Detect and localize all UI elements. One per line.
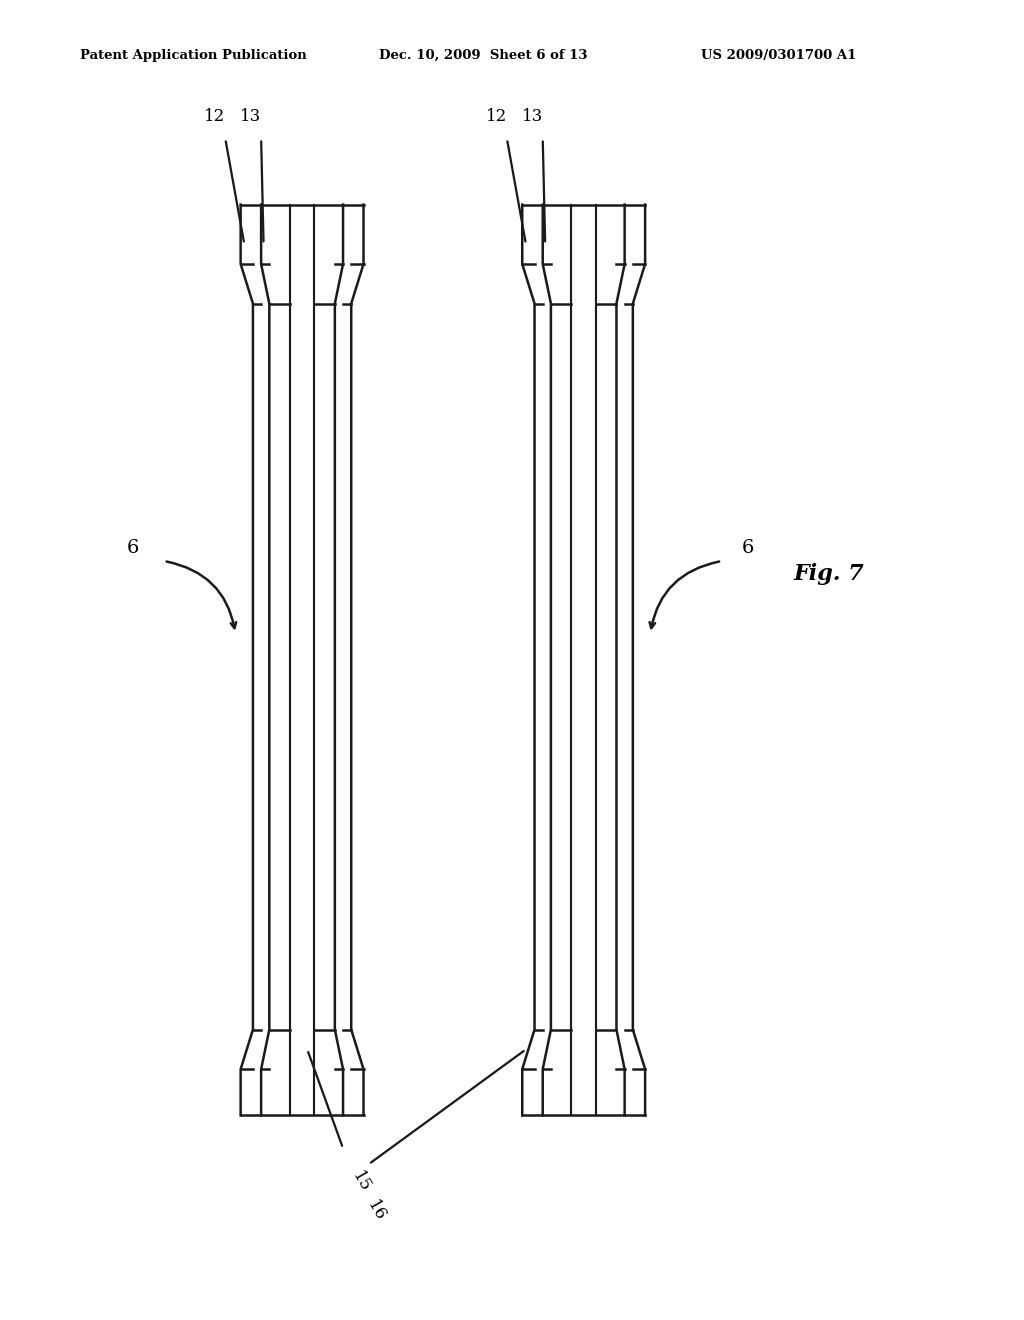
Text: 13: 13: [241, 108, 261, 125]
Text: 12: 12: [205, 108, 225, 125]
Text: Patent Application Publication: Patent Application Publication: [80, 49, 306, 62]
Text: US 2009/0301700 A1: US 2009/0301700 A1: [701, 49, 857, 62]
Text: Dec. 10, 2009  Sheet 6 of 13: Dec. 10, 2009 Sheet 6 of 13: [379, 49, 588, 62]
Text: Fig. 7: Fig. 7: [794, 564, 864, 585]
Text: 6: 6: [741, 539, 754, 557]
Text: 15: 15: [348, 1168, 374, 1195]
Text: 13: 13: [522, 108, 543, 125]
Text: 16: 16: [364, 1197, 389, 1224]
Text: 12: 12: [486, 108, 507, 125]
Text: 6: 6: [127, 539, 139, 557]
